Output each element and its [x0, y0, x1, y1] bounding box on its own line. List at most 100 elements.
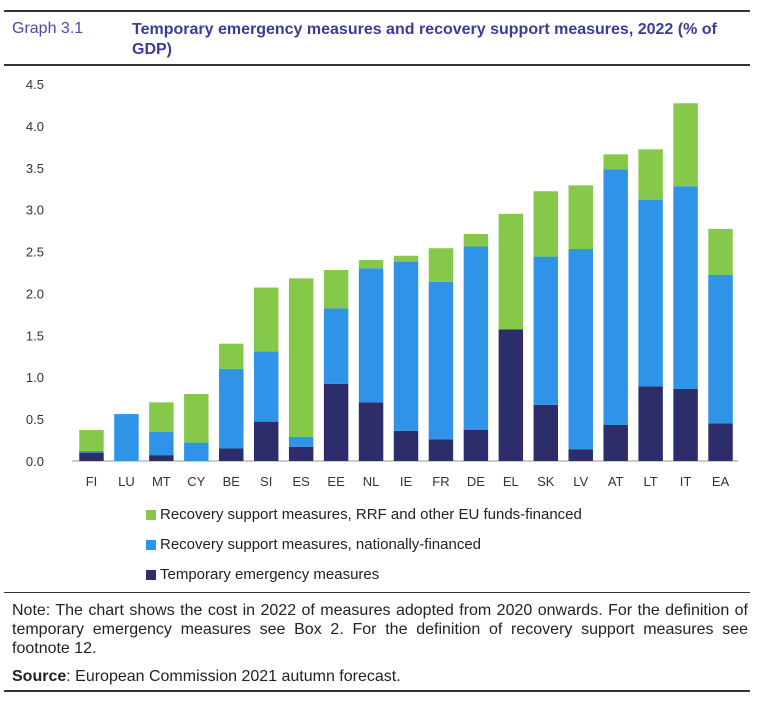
- legend-label-national: Recovery support measures, nationally-fi…: [160, 536, 481, 553]
- bar-national-fi: [79, 450, 104, 453]
- x-tick-label-si: SI: [260, 474, 272, 489]
- bar-eu-fr: [428, 248, 454, 282]
- x-tick-label-es: ES: [292, 474, 310, 489]
- bar-eu-ie: [393, 255, 419, 262]
- bar-emergency-sk: [533, 404, 559, 461]
- bar-national-at: [603, 169, 628, 425]
- bar-national-ee: [323, 308, 349, 384]
- x-tick-label-sk: SK: [537, 474, 555, 489]
- bar-eu-cy: [184, 393, 209, 443]
- bar-national-cy: [184, 442, 209, 461]
- bar-national-lu: [114, 414, 139, 461]
- bar-national-mt: [149, 431, 174, 456]
- bar-eu-si: [253, 287, 279, 352]
- bar-eu-es: [288, 278, 314, 437]
- x-tick-label-fi: FI: [86, 474, 98, 489]
- x-axis: FI LU MT CY BE SI ES EE NL IE FR DE EL SK LV AT LT IT EA: [86, 474, 730, 489]
- bar-eu-lv: [568, 185, 593, 250]
- bar-eu-lt: [638, 149, 663, 200]
- bar-emergency-at: [603, 424, 628, 461]
- bar-emergency-nl: [358, 402, 384, 461]
- legend-item-national: Recovery support measures, nationally-fi…: [146, 536, 481, 553]
- bar-eu-ea: [708, 228, 733, 276]
- bar-national-fr: [428, 281, 454, 440]
- bars: [79, 103, 733, 461]
- source-text: : European Commission 2021 autumn foreca…: [66, 668, 401, 685]
- legend-label-emergency: Temporary emergency measures: [160, 566, 380, 583]
- x-tick-label-ea: EA: [712, 474, 730, 489]
- bar-national-ie: [393, 261, 419, 431]
- bar-national-nl: [358, 268, 384, 403]
- x-tick-label-fr: FR: [432, 474, 449, 489]
- x-tick-label-de: DE: [467, 474, 485, 489]
- stacked-bar-chart: 0.0 0.5 1.0 1.5 2.0 2.5 3.0 3.5 4.0 4.5 FI LU MT CY B…: [26, 77, 738, 489]
- x-tick-label-nl: NL: [363, 474, 380, 489]
- title-rule: [4, 64, 750, 66]
- chart-source: Source: European Commission 2021 autumn …: [12, 668, 401, 686]
- x-tick-label-lv: LV: [573, 474, 588, 489]
- bar-eu-nl: [358, 259, 384, 269]
- x-tick-label-el: EL: [503, 474, 519, 489]
- bar-emergency-fi: [79, 452, 104, 461]
- bar-emergency-lv: [568, 449, 593, 461]
- bar-eu-de: [463, 233, 489, 247]
- y-tick-label: 4.0: [26, 119, 44, 134]
- bar-eu-at: [603, 154, 628, 170]
- x-tick-label-it: IT: [680, 474, 692, 489]
- x-tick-label-ie: IE: [400, 474, 413, 489]
- bar-eu-ee: [323, 269, 349, 309]
- bar-national-de: [463, 246, 489, 431]
- bar-emergency-lt: [638, 386, 663, 461]
- bar-emergency-es: [288, 446, 314, 461]
- bar-emergency-it: [673, 388, 698, 461]
- bar-eu-it: [673, 103, 698, 187]
- y-tick-label: 0.0: [26, 454, 44, 469]
- bar-national-it: [673, 186, 698, 389]
- source-label: Source: [12, 668, 67, 685]
- y-tick-label: 0.5: [26, 412, 44, 427]
- x-tick-label-be: BE: [223, 474, 241, 489]
- bar-national-lv: [568, 249, 593, 450]
- x-tick-label-mt: MT: [152, 474, 171, 489]
- bar-national-es: [288, 436, 314, 447]
- bar-emergency-be: [219, 448, 244, 461]
- note-rule: [4, 592, 750, 593]
- bar-emergency-ie: [393, 430, 419, 461]
- y-tick-label: 1.0: [26, 370, 44, 385]
- y-tick-label: 3.5: [26, 161, 44, 176]
- x-tick-label-lt: LT: [644, 474, 658, 489]
- bottom-rule: [4, 690, 750, 692]
- bar-eu-fi: [79, 430, 104, 451]
- legend-item-eu: Recovery support measures, RRF and other…: [146, 506, 582, 523]
- bar-emergency-fr: [428, 439, 454, 461]
- bar-eu-sk: [533, 191, 559, 257]
- graph-label: Graph 3.1: [12, 20, 84, 37]
- bar-national-be: [219, 368, 244, 449]
- y-tick-label: 1.5: [26, 328, 44, 343]
- bar-national-ea: [708, 275, 733, 424]
- bar-emergency-mt: [149, 455, 174, 461]
- x-tick-label-ee: EE: [327, 474, 345, 489]
- y-tick-label: 2.5: [26, 245, 44, 260]
- bar-eu-el: [498, 213, 524, 330]
- top-rule: [4, 10, 750, 12]
- chart-title: Temporary emergency measures and recover…: [132, 21, 717, 58]
- y-tick-label: 3.0: [26, 203, 44, 218]
- legend-swatch-emergency: [146, 569, 156, 580]
- bar-national-si: [253, 351, 279, 422]
- y-tick-label: 2.0: [26, 286, 44, 301]
- bar-national-lt: [638, 199, 663, 387]
- bar-national-sk: [533, 256, 559, 405]
- x-tick-label-lu: LU: [118, 474, 135, 489]
- bar-emergency-de: [463, 430, 489, 461]
- chart-note: Note: The chart shows the cost in 2022 o…: [12, 602, 748, 657]
- bar-eu-be: [219, 343, 244, 369]
- legend-label-eu: Recovery support measures, RRF and other…: [160, 506, 582, 523]
- bar-emergency-si: [253, 421, 279, 461]
- y-axis: 0.0 0.5 1.0 1.5 2.0 2.5 3.0 3.5 4.0 4.5: [26, 77, 44, 469]
- bar-emergency-ea: [708, 423, 733, 461]
- x-tick-label-at: AT: [608, 474, 624, 489]
- bar-emergency-ee: [323, 383, 349, 461]
- legend-swatch-national: [146, 539, 156, 550]
- legend-swatch-eu: [146, 509, 156, 520]
